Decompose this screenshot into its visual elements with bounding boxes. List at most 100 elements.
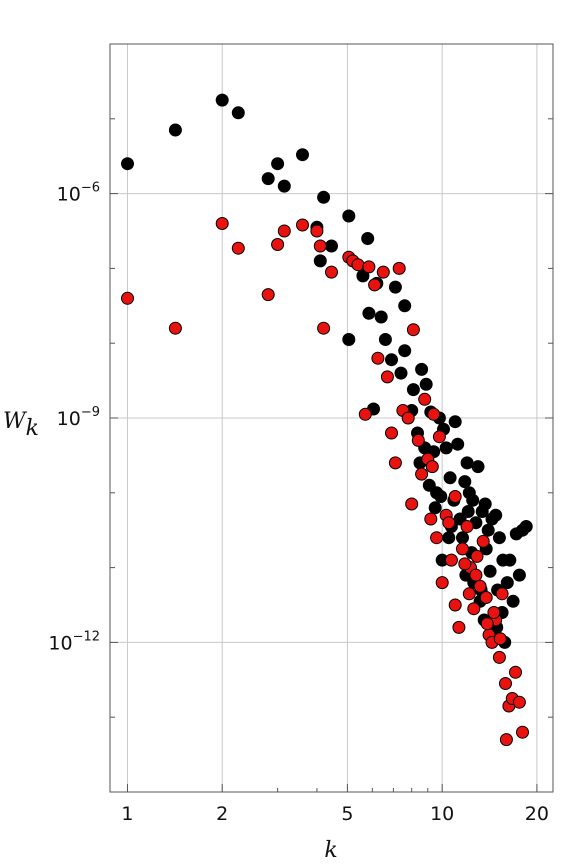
data-point <box>405 497 419 511</box>
data-point <box>358 407 372 421</box>
data-point <box>415 362 429 376</box>
axis-ticks <box>110 43 553 793</box>
data-point <box>296 218 309 232</box>
data-point <box>512 568 526 582</box>
data-point <box>424 512 438 526</box>
data-point <box>496 553 510 567</box>
y-tick-label: 10−6 <box>57 181 100 206</box>
data-point <box>509 665 522 679</box>
data-point <box>461 505 475 518</box>
data-point <box>428 501 442 515</box>
y-tick-labels: 10−6 10−9 10−12 <box>48 181 100 655</box>
data-point <box>425 460 439 474</box>
data-point <box>392 261 406 275</box>
data-point <box>500 576 514 590</box>
data-point <box>380 370 394 384</box>
data-point <box>261 172 275 186</box>
data-point <box>310 224 324 238</box>
data-point <box>499 733 513 747</box>
data-point <box>466 493 480 507</box>
data-point <box>460 456 474 470</box>
data-point <box>418 392 432 406</box>
data-point <box>313 239 327 253</box>
data-point <box>451 437 465 451</box>
y-axis-label: Wk <box>3 409 39 441</box>
data-point <box>351 258 365 272</box>
data-point <box>471 460 485 474</box>
data-point <box>448 490 462 503</box>
data-point <box>342 333 356 346</box>
data-point <box>462 587 476 601</box>
data-point <box>516 725 529 739</box>
data-point <box>317 321 331 335</box>
data-point <box>483 564 497 578</box>
data-point <box>356 269 370 283</box>
data-point <box>430 531 444 545</box>
data-point <box>168 321 182 335</box>
data-point <box>485 512 499 526</box>
data-point <box>215 217 229 230</box>
data-point <box>215 93 229 107</box>
data-point <box>415 467 429 481</box>
data-point <box>411 433 425 447</box>
data-point <box>376 265 390 279</box>
data-point <box>512 695 526 709</box>
data-point <box>385 353 398 367</box>
data-point <box>362 260 376 274</box>
data-point <box>371 351 385 365</box>
data-point <box>398 299 412 313</box>
data-point <box>480 617 494 631</box>
x-tick-labels: 1 2 5 10 20 <box>121 803 549 825</box>
data-point <box>317 190 331 204</box>
data-point <box>470 549 484 563</box>
data-point <box>406 323 420 337</box>
data-point <box>121 157 134 171</box>
data-point <box>325 239 338 253</box>
y-tick-label: 10−9 <box>57 405 100 430</box>
y-tick-label: 10−12 <box>48 629 100 654</box>
data-point <box>378 333 392 346</box>
data-point <box>435 576 449 590</box>
data-point <box>460 520 474 533</box>
data-point <box>271 238 285 251</box>
data-point <box>495 587 509 601</box>
x-tick-label: 5 <box>341 803 353 825</box>
data-point <box>444 553 458 567</box>
data-point <box>296 148 309 162</box>
data-point <box>473 579 487 593</box>
x-tick-label: 2 <box>216 803 228 825</box>
data-point <box>419 377 433 391</box>
data-point <box>479 591 493 604</box>
data-point <box>469 568 483 582</box>
data-point <box>467 602 481 616</box>
x-tick-label: 10 <box>430 803 454 825</box>
data-point <box>342 209 356 223</box>
data-point <box>388 456 402 470</box>
data-point <box>519 520 533 533</box>
data-point <box>452 620 466 634</box>
data-point <box>493 632 507 646</box>
data-point <box>271 157 285 171</box>
data-point <box>168 123 182 137</box>
data-point <box>277 224 291 238</box>
data-point <box>121 291 134 305</box>
data-point <box>476 534 490 548</box>
data-point <box>456 531 469 545</box>
data-points <box>121 93 533 747</box>
data-point <box>325 265 338 279</box>
data-point <box>442 531 456 545</box>
y-axis-label-subscript: k <box>26 416 39 441</box>
data-point <box>439 441 453 455</box>
data-point <box>388 280 402 294</box>
data-point <box>394 366 408 380</box>
data-point <box>487 606 501 619</box>
data-point <box>456 542 469 556</box>
data-point <box>499 677 512 690</box>
data-point <box>374 310 388 324</box>
data-point <box>231 241 245 255</box>
data-point <box>492 531 506 545</box>
data-point <box>492 650 506 664</box>
data-point <box>442 516 456 530</box>
data-point <box>401 411 415 425</box>
